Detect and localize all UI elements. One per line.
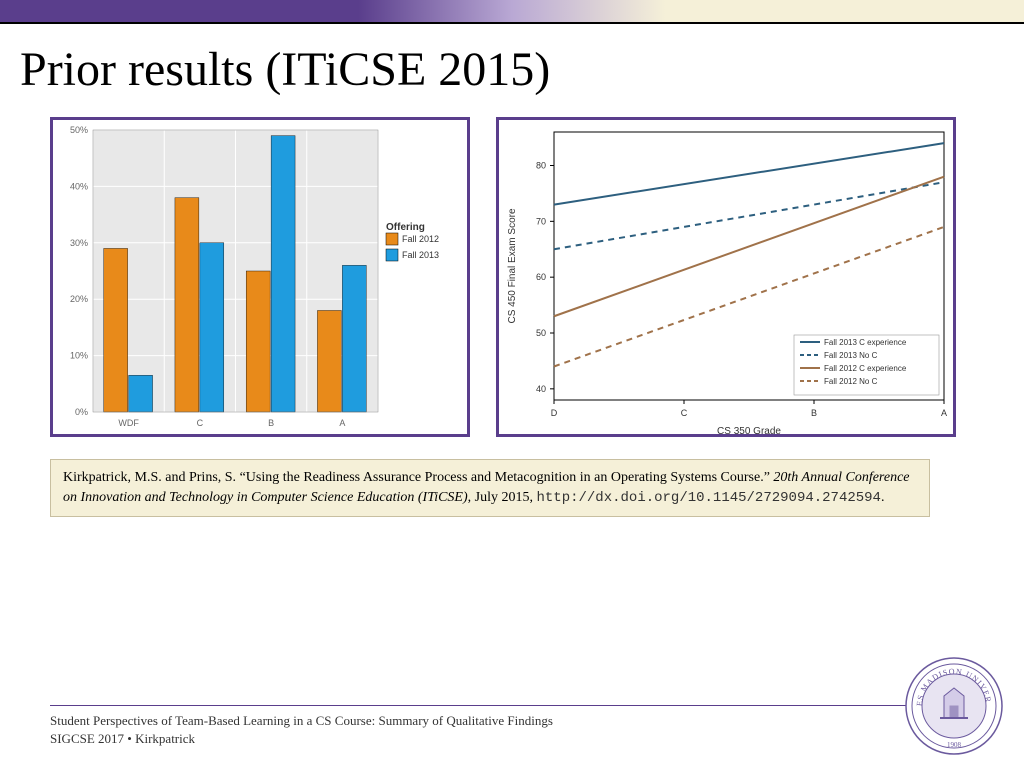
svg-text:50: 50: [536, 328, 546, 338]
svg-text:C: C: [681, 408, 688, 418]
svg-text:Fall 2012 No C: Fall 2012 No C: [824, 377, 878, 386]
charts-row: 0%10%20%30%40%50%WDFCBAOfferingFall 2012…: [0, 107, 1024, 437]
citation-date: , July 2015,: [468, 490, 537, 505]
svg-text:70: 70: [536, 216, 546, 226]
svg-text:30%: 30%: [70, 238, 88, 248]
citation-url[interactable]: http://dx.doi.org/10.1145/2729094.274259…: [537, 490, 881, 506]
citation-box: Kirkpatrick, M.S. and Prins, S. “Using t…: [50, 459, 930, 517]
university-seal: JAMES MADISON UNIVERSITY 1908: [904, 656, 1004, 756]
svg-text:CS 350 Grade: CS 350 Grade: [717, 426, 781, 437]
bar-chart-svg: 0% 10% 20% 30% 40% 50% WDF C B A OfferingFall 2012…: [53, 120, 473, 440]
svg-text:40: 40: [536, 384, 546, 394]
footer: Student Perspectives of Team-Based Learn…: [50, 705, 974, 748]
svg-text:Fall 2012: Fall 2012: [402, 234, 439, 244]
footer-line2: SIGCSE 2017 • Kirkpatrick: [50, 730, 974, 748]
citation-title: “Using the Readiness Assurance Process a…: [240, 470, 774, 485]
seal-year: 1908: [947, 741, 962, 749]
svg-text:CS 450 Final Exam Score: CS 450 Final Exam Score: [507, 208, 518, 323]
header-gradient-bar: [0, 0, 1024, 22]
bar-chart-panel: 0% 10% 20% 30% 40% 50% WDF C B A OfferingFall 2012…: [50, 117, 470, 437]
svg-text:Fall 2013 C experience: Fall 2013 C experience: [824, 338, 907, 347]
svg-text:B: B: [268, 418, 274, 428]
svg-text:C: C: [197, 418, 204, 428]
line-chart-panel: 40 50 60 70 80 D C B A CS 350 Grade CS 450 Final E…: [496, 117, 956, 437]
svg-text:40%: 40%: [70, 181, 88, 191]
svg-text:Fall 2012 C experience: Fall 2012 C experience: [824, 364, 907, 373]
slide-title: Prior results (ITiCSE 2015): [0, 24, 1024, 107]
svg-text:Fall 2013 No C: Fall 2013 No C: [824, 351, 878, 360]
svg-text:50%: 50%: [70, 125, 88, 135]
svg-text:20%: 20%: [70, 294, 88, 304]
citation-authors: Kirkpatrick, M.S. and Prins, S.: [63, 470, 240, 485]
svg-text:60: 60: [536, 272, 546, 282]
svg-text:A: A: [941, 408, 947, 418]
svg-text:D: D: [551, 408, 558, 418]
svg-text:WDF: WDF: [118, 418, 139, 428]
svg-text:0%: 0%: [75, 407, 88, 417]
line-chart-svg: 40 50 60 70 80 D C B A CS 350 Grade CS 450 Final E…: [499, 120, 959, 440]
svg-text:Fall 2013: Fall 2013: [402, 250, 439, 260]
svg-text:Offering: Offering: [386, 222, 425, 233]
footer-line1: Student Perspectives of Team-Based Learn…: [50, 712, 974, 730]
svg-text:A: A: [339, 418, 345, 428]
svg-text:B: B: [811, 408, 817, 418]
svg-text:80: 80: [536, 161, 546, 171]
citation-period: .: [881, 490, 885, 505]
svg-text:10%: 10%: [70, 351, 88, 361]
